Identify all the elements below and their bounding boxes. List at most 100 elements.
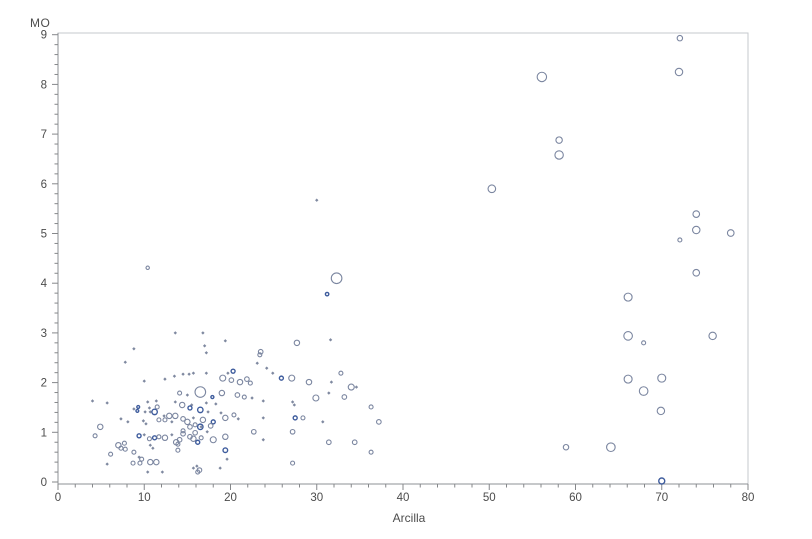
data-point-dot [290, 400, 295, 404]
data-point-dark [195, 439, 201, 445]
data-point-dot [137, 455, 141, 459]
data-point [487, 184, 497, 194]
data-point [288, 374, 296, 382]
y-tick-label: 2 [41, 378, 47, 390]
y-tick-label: 6 [41, 179, 47, 191]
data-point [244, 376, 250, 382]
data-point [198, 435, 204, 441]
y-tick-label: 0 [41, 477, 47, 489]
data-point-dot [162, 414, 166, 418]
data-point [192, 422, 198, 428]
data-point [195, 469, 201, 475]
data-point-dot [132, 407, 136, 411]
data-point-dot [173, 400, 177, 404]
data-point [178, 401, 186, 409]
data-point-dot [328, 338, 333, 342]
data-point [147, 458, 154, 466]
data-point [137, 460, 143, 466]
y-tick-label: 5 [41, 229, 47, 241]
data-point-dark [210, 394, 215, 400]
data-point [161, 434, 169, 442]
data-point [305, 378, 313, 386]
y-tick-label: 8 [41, 79, 47, 91]
data-point-dot [181, 372, 185, 376]
y-tick-label: 1 [41, 427, 47, 439]
data-point [708, 331, 717, 341]
data-point [180, 428, 186, 434]
x-axis-title: Arcilla [392, 511, 426, 525]
data-point [154, 404, 160, 410]
data-point-dark [135, 408, 140, 414]
data-point-dark [151, 435, 158, 441]
data-point-dot [126, 420, 130, 424]
data-point [691, 225, 701, 235]
data-point [312, 394, 320, 402]
data-point [192, 429, 198, 436]
data-point-dot [219, 411, 223, 415]
data-point [156, 434, 162, 440]
data-point-dot [105, 401, 109, 405]
data-point [180, 430, 186, 437]
x-tick-label: 60 [569, 492, 582, 504]
data-point [330, 272, 343, 285]
data-point-dot [206, 410, 210, 414]
data-point-dot [214, 402, 218, 406]
data-point [172, 412, 179, 420]
data-point [166, 412, 173, 420]
x-tick-label: 30 [310, 492, 323, 504]
data-point [121, 440, 127, 446]
data-point-dot [236, 417, 240, 421]
data-point [289, 428, 296, 435]
data-point-dark [151, 408, 159, 416]
data-point-dot [205, 430, 209, 434]
y-tick-label: 4 [41, 278, 48, 290]
data-point-dot [204, 371, 209, 375]
data-point-dot [170, 433, 174, 437]
data-point [726, 229, 735, 237]
data-point [156, 417, 162, 423]
data-point-dot [354, 385, 359, 389]
x-tick-label: 10 [138, 492, 151, 504]
data-point-dark [136, 433, 142, 439]
data-point-dot [144, 422, 148, 426]
data-point [231, 412, 237, 418]
data-point-dot [204, 401, 209, 405]
data-point-dot [201, 331, 205, 335]
data-point-dot [204, 351, 209, 355]
data-point [300, 415, 306, 421]
data-point [250, 428, 257, 435]
data-point-dot [271, 371, 275, 375]
data-point [122, 446, 128, 452]
data-point [641, 340, 647, 346]
data-point-dot [151, 446, 155, 450]
data-point [657, 373, 667, 383]
data-point-dot [261, 438, 265, 442]
data-point [187, 423, 193, 430]
data-point-dot [199, 425, 203, 429]
data-point [368, 404, 374, 410]
data-point-dark [324, 291, 330, 297]
data-point [341, 394, 348, 400]
data-point [293, 339, 301, 347]
data-point-dot [185, 393, 190, 397]
data-point-dark [222, 447, 229, 454]
data-point [606, 442, 616, 453]
plot-frame [57, 32, 749, 485]
data-point-dot [261, 399, 265, 403]
data-point [219, 374, 227, 382]
data-point [347, 383, 355, 391]
x-tick-label: 70 [655, 492, 668, 504]
data-point-dot [105, 462, 109, 466]
data-point [187, 433, 193, 440]
data-point-dot [163, 377, 167, 381]
data-point [180, 416, 186, 422]
data-point-dark [187, 405, 193, 411]
data-point [108, 451, 114, 457]
data-point-dot [226, 371, 230, 375]
data-point [222, 433, 229, 441]
data-point-dot [202, 344, 207, 348]
data-point-dot [170, 420, 174, 424]
data-point-dot [146, 400, 150, 404]
data-point [130, 460, 136, 466]
